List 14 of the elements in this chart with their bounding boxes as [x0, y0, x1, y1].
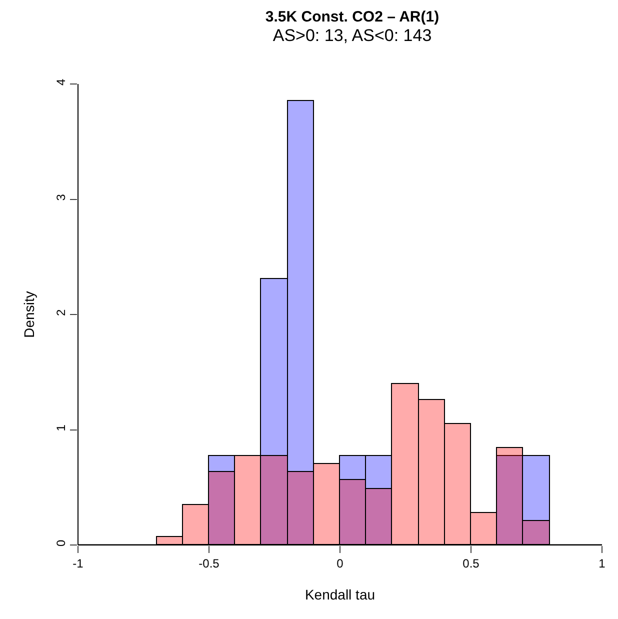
- x-tick-label: 0: [336, 556, 344, 570]
- x-axis-title: Kendall tau: [304, 586, 376, 603]
- y-tick-label: 3: [54, 194, 68, 201]
- chart-title: 3.5K Const. CO2 – AR(1): [265, 8, 440, 26]
- y-tick-label: 4: [54, 78, 68, 86]
- y-tick-label: 0: [54, 540, 68, 547]
- x-tick-label: 1: [598, 556, 606, 570]
- x-tick-label: -1: [72, 556, 84, 570]
- y-tick-label: 1: [54, 424, 68, 432]
- y-axis-title: Density: [20, 291, 37, 338]
- x-tick-label: -0.5: [198, 556, 220, 570]
- x-tick-label: 0.5: [462, 556, 480, 570]
- y-tick-label: 2: [54, 309, 68, 316]
- chart-subtitle: AS>0: 13, AS<0: 143: [272, 26, 432, 46]
